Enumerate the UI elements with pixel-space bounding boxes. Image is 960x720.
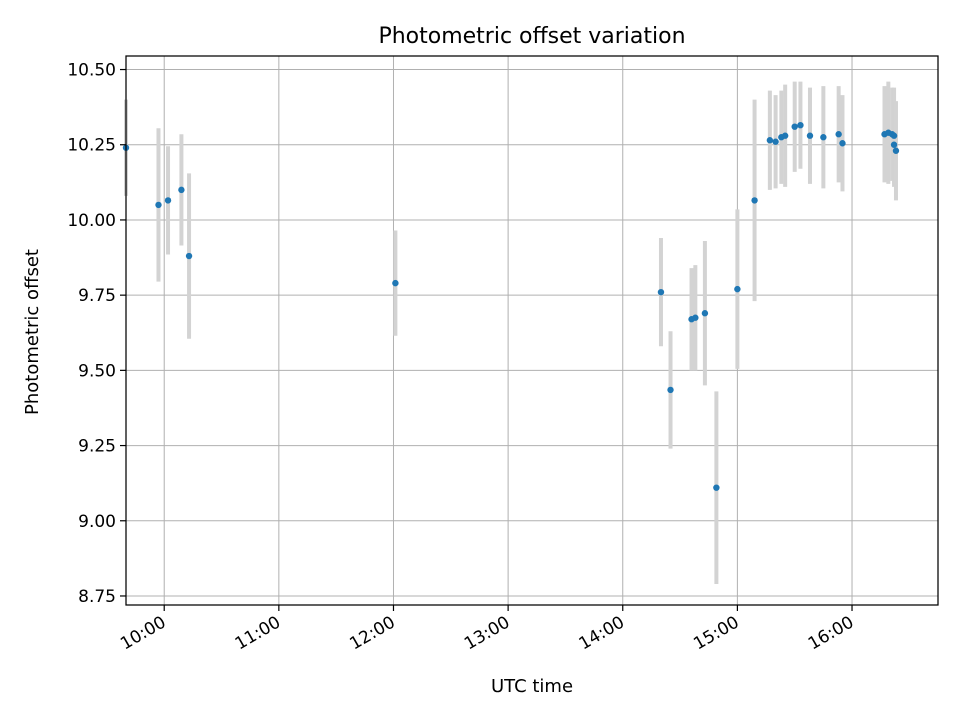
data-point [701, 310, 709, 317]
y-tick-label: 10.00 [67, 211, 116, 231]
data-point [155, 201, 162, 209]
data-point [890, 141, 898, 148]
y-axis-label: Photometric offset [22, 249, 43, 415]
y-tick-label: 10.25 [67, 136, 116, 156]
y-tick-label: 10.50 [67, 61, 116, 81]
data-point [751, 197, 758, 204]
data-point [657, 288, 665, 296]
plot-frame [125, 55, 939, 606]
data-point [797, 121, 804, 129]
point-layer [122, 121, 900, 491]
data-point [772, 138, 779, 145]
data-point [892, 147, 900, 154]
data-point [734, 285, 741, 293]
data-point [791, 123, 798, 130]
y-tick-label: 8.75 [78, 587, 116, 607]
y-tick-label: 9.00 [78, 512, 116, 532]
data-point [781, 132, 789, 139]
data-point [667, 386, 674, 394]
data-point [185, 252, 193, 260]
data-point [178, 186, 185, 194]
data-point [806, 132, 814, 139]
chart-title: Photometric offset variation [378, 24, 685, 49]
x-axis-label: UTC time [491, 676, 573, 697]
data-point [890, 132, 898, 139]
y-tick-label: 9.25 [78, 437, 116, 457]
y-tick-label: 9.75 [78, 286, 116, 306]
y-tick-label: 9.50 [78, 361, 116, 381]
data-point [392, 279, 399, 287]
data-point [713, 484, 720, 491]
data-point [835, 131, 842, 138]
data-point [164, 197, 172, 204]
data-point [820, 134, 827, 141]
data-point [839, 140, 846, 147]
data-point [692, 314, 699, 321]
data-point [766, 137, 774, 144]
